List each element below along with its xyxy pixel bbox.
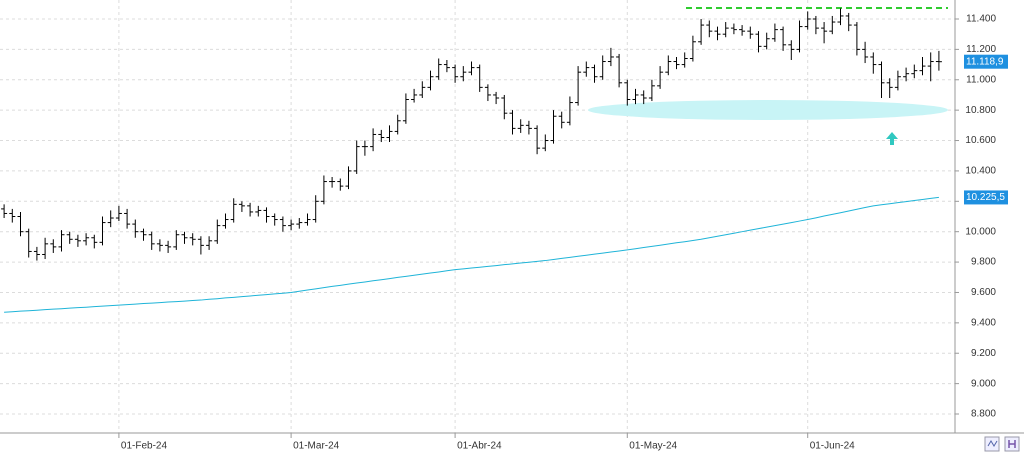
- x-tick-label: 01-Mar-24: [293, 441, 340, 452]
- up-arrow: [886, 132, 898, 145]
- price-label: 11.118,9: [966, 56, 1004, 67]
- x-tick-label: 01-Feb-24: [121, 441, 168, 452]
- x-tick-label: 01-Jun-24: [810, 441, 855, 452]
- y-tick-label: 10.800: [965, 105, 996, 116]
- icon-button[interactable]: [984, 436, 1000, 452]
- marks: [1, 8, 942, 313]
- y-tick-label: 9.800: [971, 257, 996, 268]
- y-tick-label: 10.400: [965, 166, 996, 177]
- y-tick-label: 10.600: [965, 135, 996, 146]
- y-tick-label: 8.800: [971, 409, 996, 420]
- price-label-box: [964, 54, 1008, 69]
- y-tick-label: 11.000: [966, 74, 996, 85]
- icon-glyph: [987, 440, 998, 447]
- price-label-box: [964, 190, 1008, 205]
- labels: 11.400 11.200 11.000 10.800 10.600 10.400 10.2…: [118, 14, 1008, 452]
- y-tick-label: 9.400: [971, 317, 996, 328]
- y-tick-label: 9.000: [971, 378, 996, 389]
- moving-average: [4, 196, 939, 313]
- icon-glyph: [1008, 440, 1016, 448]
- y-tick-label: 11.200: [966, 44, 996, 55]
- price-label: 10.225,5: [966, 192, 1005, 203]
- y-tick-label: 10.000: [965, 226, 996, 237]
- y-tick-label: 11.400: [966, 14, 996, 25]
- support-zone: [588, 100, 948, 120]
- y-tick-label: 9.200: [971, 348, 996, 359]
- y-tick-label: 9.600: [971, 287, 996, 298]
- x-tick-label: 01-Abr-24: [457, 441, 502, 452]
- x-tick-label: 01-May-24: [629, 441, 677, 452]
